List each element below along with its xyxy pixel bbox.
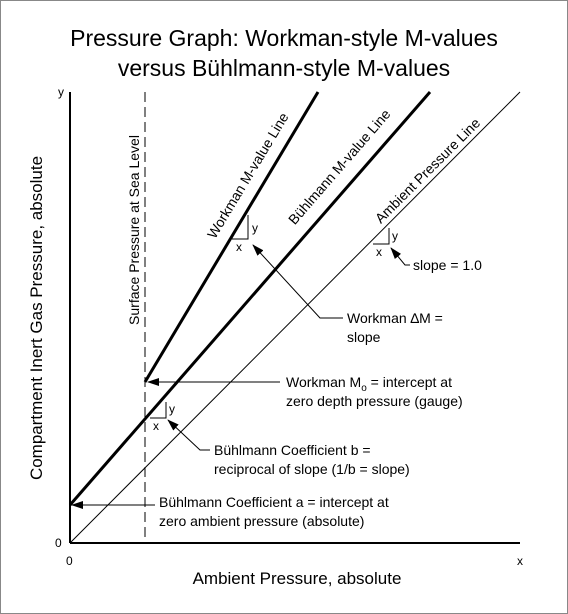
annotation: reciprocal of slope (1/b = slope) (214, 461, 410, 477)
annotation: slope = 1.0 (413, 257, 482, 273)
triangle-label: x (236, 240, 242, 254)
triangle-label: y (392, 229, 398, 243)
ambient-line (69, 91, 521, 544)
slope-triangle (150, 402, 167, 419)
annotation: zero depth pressure (gauge) (286, 393, 463, 409)
origin-label: 0 (66, 554, 73, 568)
annotation: zero ambient pressure (absolute) (159, 513, 364, 529)
annotation-part: Workman M (286, 374, 361, 390)
axis-end: y (58, 85, 64, 99)
arrow (167, 419, 210, 451)
triangle-label: x (153, 419, 159, 433)
origin-label: 0 (55, 536, 62, 550)
title-line: versus Bühlmann-style M-values (118, 55, 450, 81)
triangle-label: y (252, 221, 258, 235)
title-line: Pressure Graph: Workman-style M-values (70, 25, 498, 51)
triangle-label: y (169, 402, 175, 416)
triangle-label: x (376, 245, 382, 259)
annotation: Workman ∆M = (347, 310, 443, 326)
annotation-part: = intercept at (367, 374, 452, 390)
buhlmann-line (68, 91, 432, 506)
slope-triangle (232, 215, 249, 240)
arrow (390, 247, 410, 266)
line-label: Surface Pressure at Sea Level (126, 135, 142, 325)
arrow (252, 244, 343, 319)
annotation: Bühlmann Coefficient b = (214, 442, 371, 458)
annotation: Workman Mo = intercept at (286, 374, 452, 394)
annotation-subscript: o (361, 383, 367, 394)
y-axis-label: Compartment Inert Gas Pressure, absolute (27, 156, 46, 480)
annotation: slope (347, 329, 381, 345)
slope-triangle (373, 228, 390, 245)
x-axis-label: Ambient Pressure, absolute (193, 569, 402, 588)
workman-line (143, 91, 320, 383)
axis-end: x (517, 554, 523, 568)
annotation: Bühlmann Coefficient a = intercept at (159, 494, 389, 510)
